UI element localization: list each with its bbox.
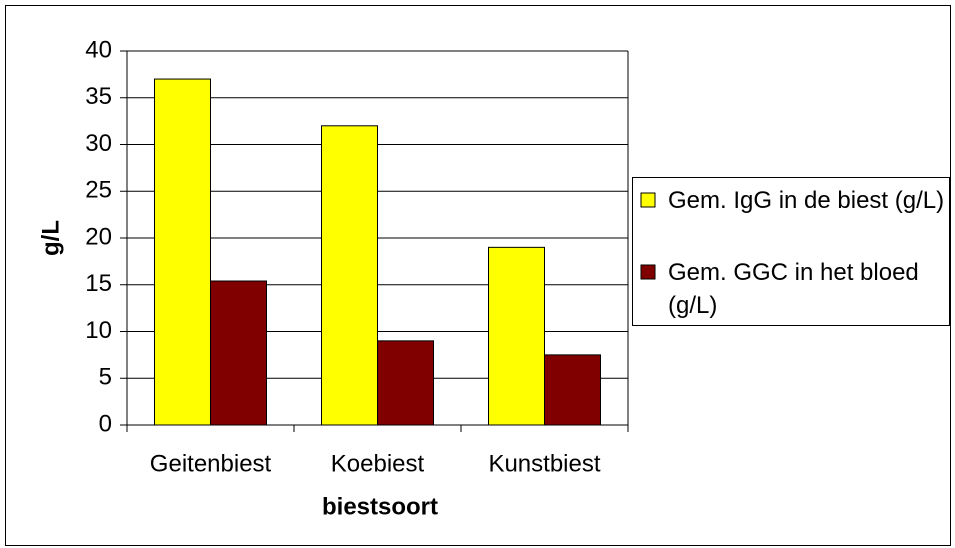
bar <box>377 340 434 426</box>
legend-label: Gem. GGC in het bloed (g/L) <box>668 259 919 319</box>
y-tick-label: 25 <box>85 177 112 204</box>
x-axis-label: biestsoort <box>322 493 438 520</box>
y-axis-label: g/L <box>37 220 64 256</box>
legend-swatch <box>640 264 656 280</box>
bar <box>321 125 378 426</box>
legend-swatch <box>640 192 656 208</box>
bar <box>544 354 601 426</box>
y-tick-label: 20 <box>85 223 112 250</box>
y-tick-label: 40 <box>85 36 112 63</box>
bar <box>210 280 267 426</box>
y-tick-label: 35 <box>85 83 112 110</box>
bar <box>488 246 545 426</box>
y-tick-label: 0 <box>99 410 112 437</box>
y-tick-label: 5 <box>99 364 112 391</box>
x-tick-label: Geitenbiest <box>150 450 272 477</box>
y-tick-label: 15 <box>85 270 112 297</box>
legend-label: Gem. IgG in de biest (g/L) <box>668 187 945 214</box>
y-tick-label: 10 <box>85 317 112 344</box>
x-tick-label: Koebiest <box>331 450 425 477</box>
bar <box>154 78 211 426</box>
legend-box <box>632 177 950 326</box>
y-tick-label: 30 <box>85 130 112 157</box>
x-tick-label: Kunstbiest <box>488 450 600 477</box>
